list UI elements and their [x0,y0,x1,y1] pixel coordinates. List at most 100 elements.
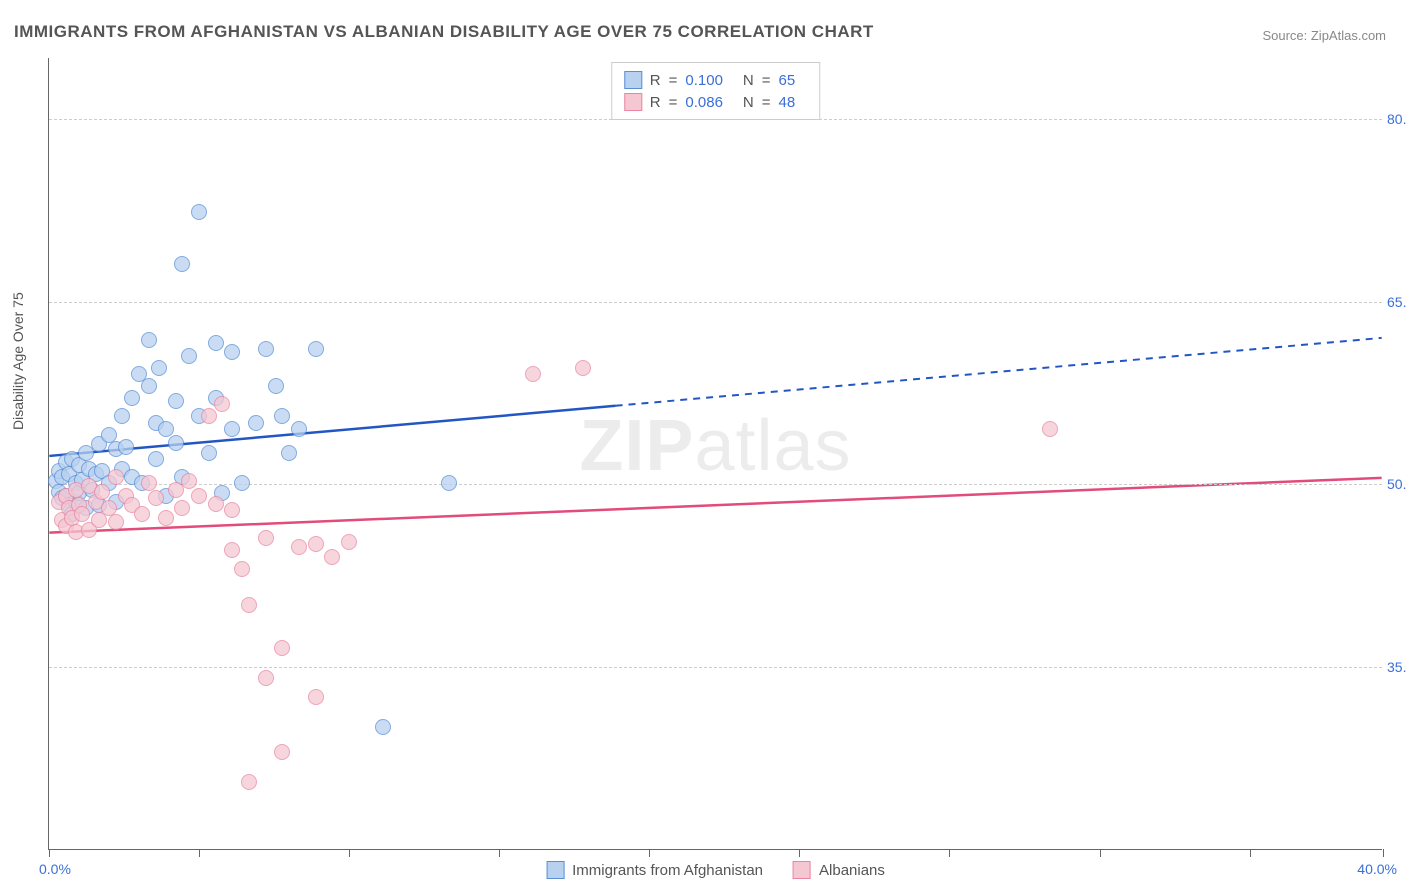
legend-n-value-1: 48 [779,94,796,111]
x-tick [499,849,500,857]
legend-series-label-1: Albanians [819,862,885,879]
scatter-point [114,408,130,424]
legend-series-item-1: Albanians [793,861,885,879]
scatter-point [258,670,274,686]
legend-series-swatch-0 [546,861,564,879]
scatter-point [141,332,157,348]
scatter-point [208,335,224,351]
scatter-point [158,421,174,437]
scatter-point [101,500,117,516]
legend-series-item-0: Immigrants from Afghanistan [546,861,763,879]
scatter-point [141,378,157,394]
scatter-point [174,256,190,272]
regression-line-solid [49,406,615,456]
scatter-point [258,530,274,546]
x-tick [799,849,800,857]
scatter-point [234,561,250,577]
scatter-point [525,366,541,382]
legend-series: Immigrants from Afghanistan Albanians [546,861,885,879]
watermark-bold: ZIP [579,406,694,486]
scatter-point [94,484,110,500]
legend-n-label-0: N [743,72,754,89]
scatter-point [148,490,164,506]
y-tick-label: 65.0% [1387,294,1406,310]
scatter-point [274,640,290,656]
legend-eq: = [762,72,771,89]
scatter-point [158,510,174,526]
gridline-h [49,119,1382,120]
regression-line-dashed [616,338,1382,406]
scatter-point [181,473,197,489]
legend-r-value-0: 0.100 [685,72,723,89]
scatter-point [1042,421,1058,437]
scatter-point [151,360,167,376]
scatter-point [224,344,240,360]
x-tick [649,849,650,857]
legend-series-swatch-1 [793,861,811,879]
x-tick [199,849,200,857]
watermark-rest: atlas [694,406,851,486]
scatter-point [308,536,324,552]
scatter-point [248,415,264,431]
legend-series-label-0: Immigrants from Afghanistan [572,862,763,879]
source-label: Source: ZipAtlas.com [1262,28,1386,43]
scatter-point [274,744,290,760]
scatter-point [324,549,340,565]
y-tick-label: 80.0% [1387,111,1406,127]
legend-eq: = [762,94,771,111]
scatter-point [258,341,274,357]
scatter-point [441,475,457,491]
scatter-point [118,439,134,455]
x-tick [949,849,950,857]
scatter-point [108,469,124,485]
y-tick-label: 35.0% [1387,659,1406,675]
y-axis-label: Disability Age Over 75 [10,292,26,430]
scatter-point [124,390,140,406]
x-tick [349,849,350,857]
scatter-point [201,445,217,461]
scatter-point [224,502,240,518]
legend-stats: R = 0.100 N = 65 R = 0.086 N = 48 [611,62,820,120]
scatter-point [181,348,197,364]
scatter-point [308,689,324,705]
scatter-point [74,506,90,522]
legend-r-value-1: 0.086 [685,94,723,111]
scatter-point [191,204,207,220]
scatter-point [291,421,307,437]
legend-n-label-1: N [743,94,754,111]
scatter-point [174,500,190,516]
gridline-h [49,667,1382,668]
scatter-point [134,506,150,522]
scatter-point [148,451,164,467]
legend-n-value-0: 65 [779,72,796,89]
scatter-point [168,435,184,451]
gridline-h [49,302,1382,303]
scatter-point [234,475,250,491]
scatter-point [224,542,240,558]
scatter-point [241,597,257,613]
scatter-point [241,774,257,790]
scatter-point [191,488,207,504]
scatter-point [268,378,284,394]
scatter-point [168,393,184,409]
legend-eq: = [669,72,678,89]
scatter-point [375,719,391,735]
scatter-point [308,341,324,357]
legend-stats-row-0: R = 0.100 N = 65 [624,69,807,91]
scatter-point [274,408,290,424]
x-tick [49,849,50,857]
chart-title: IMMIGRANTS FROM AFGHANISTAN VS ALBANIAN … [14,22,874,42]
x-tick-label-first: 0.0% [39,861,71,877]
legend-swatch-1 [624,93,642,111]
legend-eq: = [669,94,678,111]
scatter-point [575,360,591,376]
scatter-point [281,445,297,461]
scatter-point [224,421,240,437]
watermark: ZIPatlas [579,405,851,487]
legend-swatch-0 [624,71,642,89]
scatter-point [341,534,357,550]
x-tick [1383,849,1384,857]
scatter-point [201,408,217,424]
scatter-point [291,539,307,555]
scatter-point [141,475,157,491]
